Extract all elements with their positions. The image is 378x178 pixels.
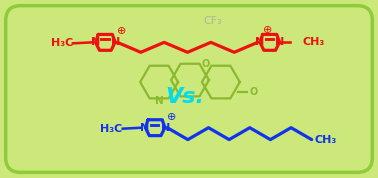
Text: H₃C: H₃C [51,38,73,48]
Text: ⊕: ⊕ [117,26,126,36]
Text: O: O [201,59,209,69]
Text: ⊕: ⊕ [167,112,176,122]
Text: H₃C: H₃C [101,124,123,134]
Text: N: N [275,37,284,47]
Text: CH₃: CH₃ [302,37,324,47]
Text: N: N [91,37,100,47]
Text: N: N [161,123,170,133]
Text: Vs.: Vs. [166,87,204,107]
FancyBboxPatch shape [6,6,372,172]
Text: N: N [255,37,264,47]
Text: N: N [111,37,120,47]
Text: CH₃: CH₃ [314,135,337,145]
Text: CF₃: CF₃ [203,15,222,25]
Text: ⊕: ⊕ [263,25,273,35]
Text: O: O [250,87,258,97]
Text: N: N [140,123,150,133]
Text: N: N [155,96,164,106]
